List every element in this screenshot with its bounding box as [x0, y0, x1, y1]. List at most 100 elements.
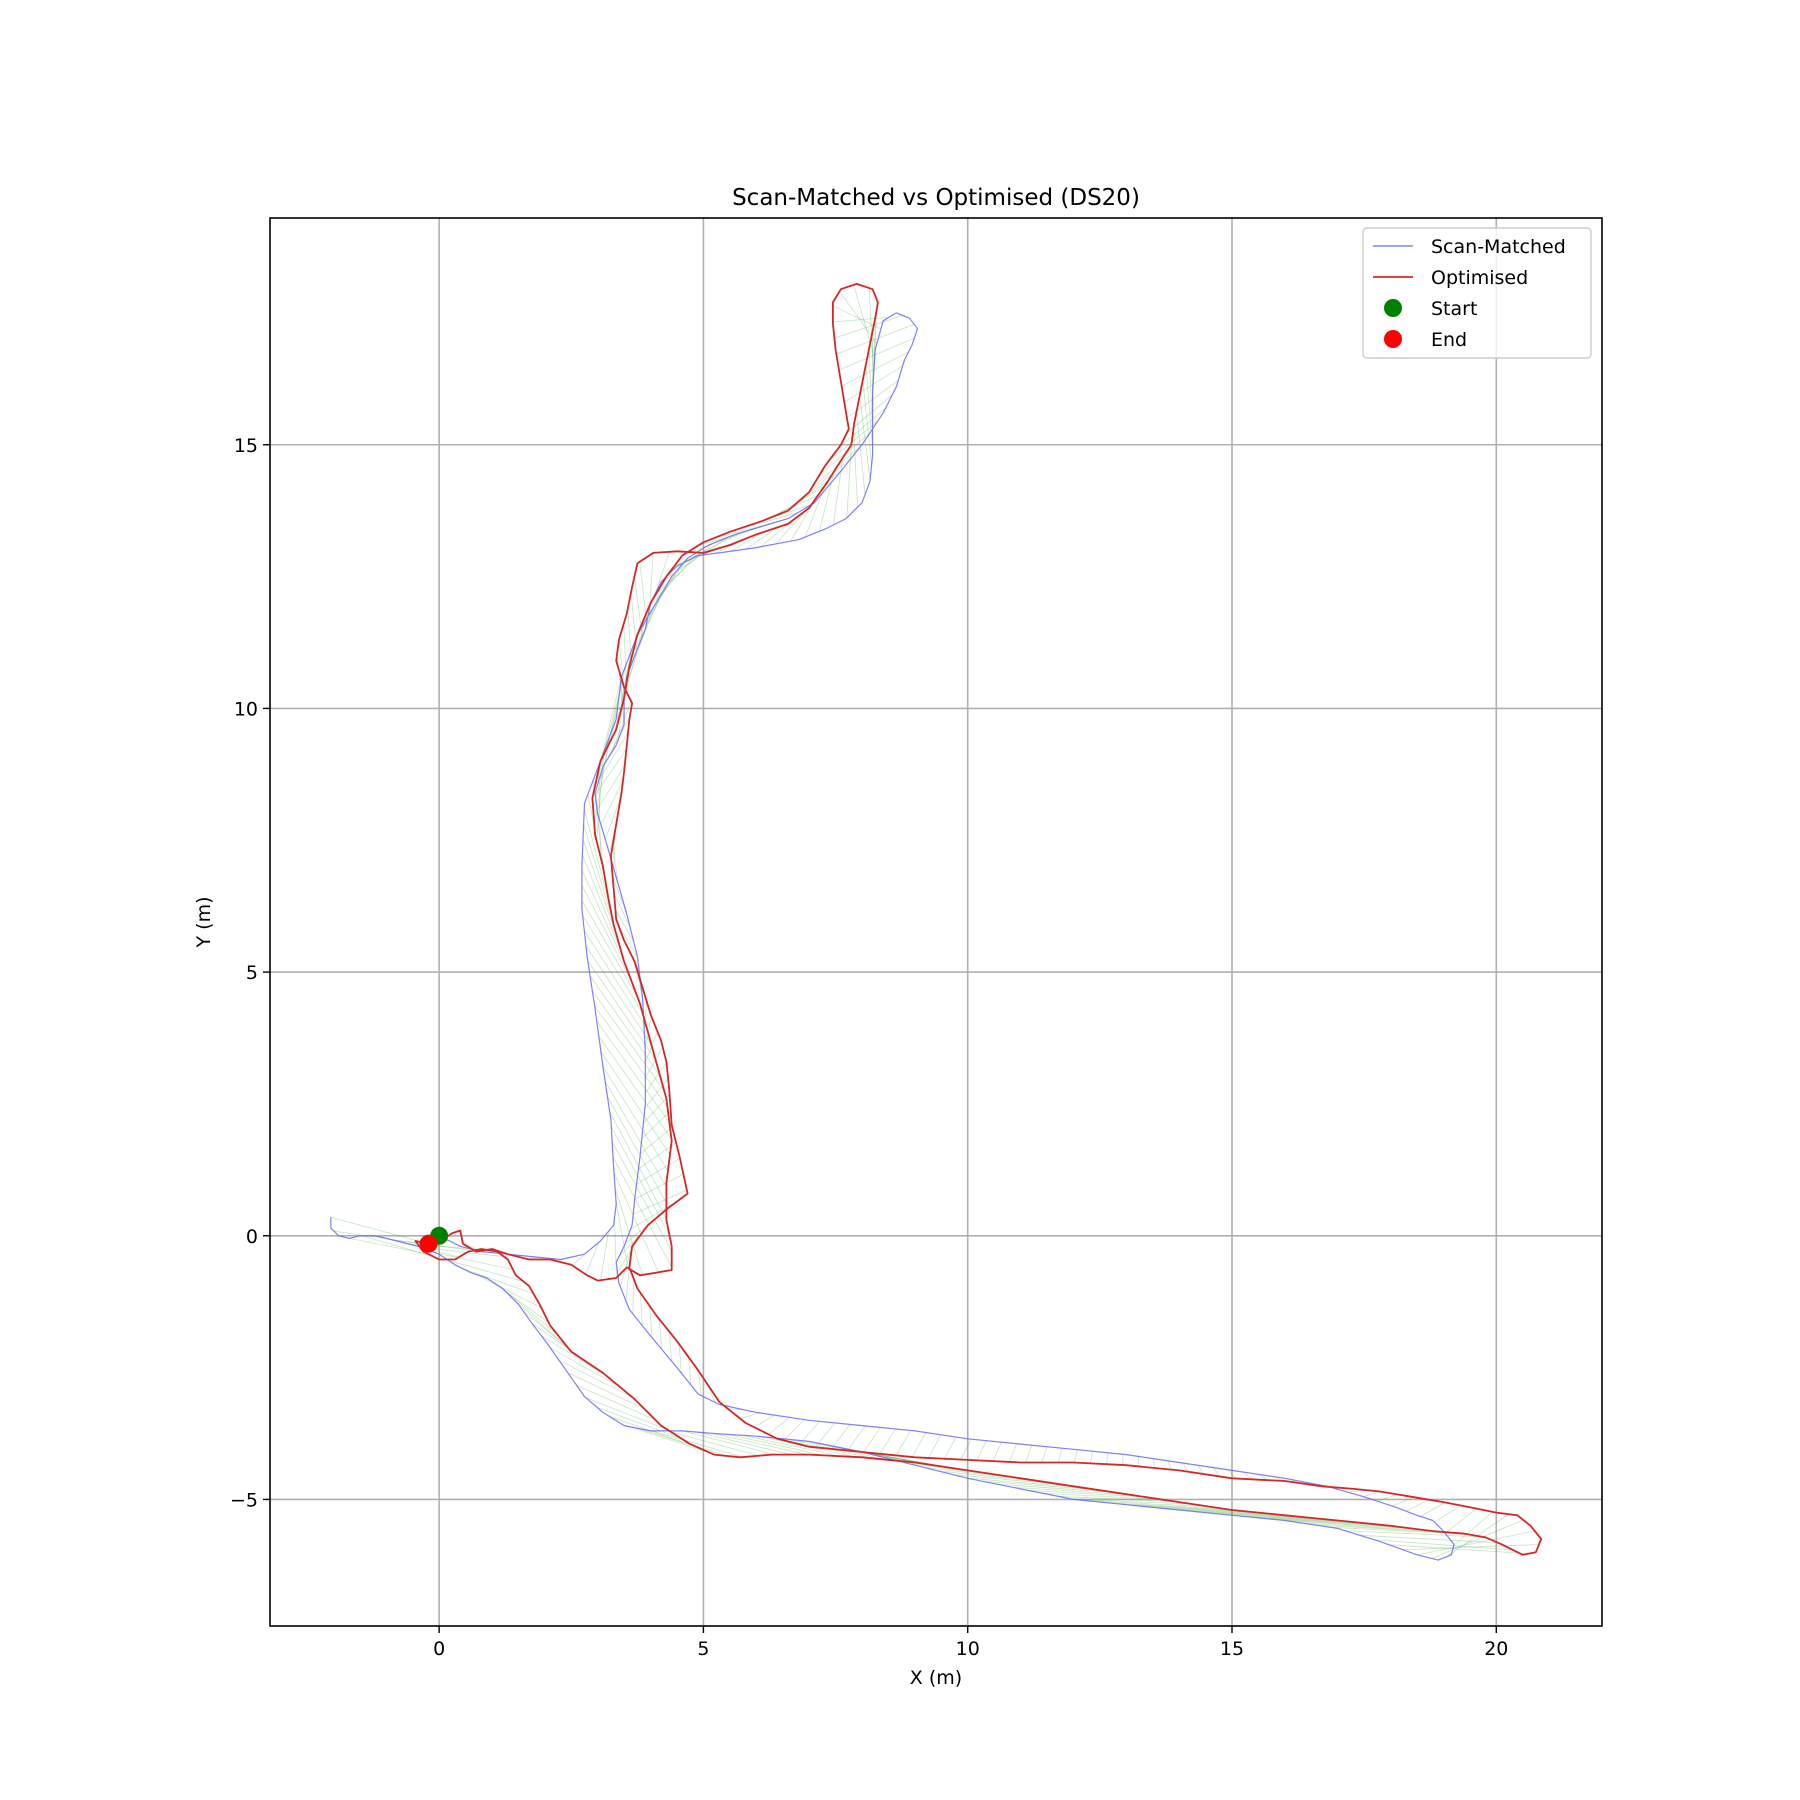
- correspondence-line: [1406, 1499, 1430, 1512]
- correspondence-line: [583, 809, 610, 905]
- correspondence-line: [583, 930, 648, 1029]
- correspondence-line: [1027, 1489, 1146, 1498]
- y-tick-label: 5: [246, 962, 258, 984]
- correspondence-line: [651, 1430, 743, 1458]
- correspondence-line: [613, 1172, 659, 1273]
- correspondence-line: [1012, 1486, 1130, 1496]
- correspondence-line: [604, 797, 622, 840]
- correspondence-line: [944, 1436, 957, 1459]
- correspondence-line: [644, 1046, 664, 1079]
- correspondence-line: [1102, 1501, 1226, 1510]
- correspondence-line: [582, 839, 618, 937]
- correspondence-line: [622, 1424, 711, 1454]
- correspondence-line: [839, 291, 878, 344]
- grid-lines: [270, 218, 1602, 1626]
- correspondence-line: [638, 1142, 677, 1170]
- correspondence-line: [1377, 1493, 1398, 1502]
- correspondence-line: [640, 1126, 673, 1155]
- correspondence-line: [636, 1427, 727, 1457]
- correspondence-line: [334, 1230, 418, 1244]
- correspondence-line: [558, 1359, 633, 1398]
- correspondence-line: [576, 1384, 656, 1421]
- x-tick-label: 0: [433, 1638, 445, 1660]
- correspondence-line: [612, 845, 619, 884]
- correspondence-line: [600, 781, 624, 825]
- correspondence-line: [1344, 1530, 1484, 1538]
- correspondence-line: [927, 1434, 942, 1459]
- chart-title: Scan-Matched vs Optimised (DS20): [732, 185, 1140, 211]
- correspondence-line: [712, 1433, 808, 1456]
- correspondence-line: [727, 1434, 824, 1456]
- correspondence-line: [655, 551, 670, 594]
- correspondence-line: [775, 510, 807, 545]
- correspondence-line: [581, 885, 633, 983]
- correspondence-line: [1239, 1515, 1371, 1525]
- correspondence-line: [1072, 1498, 1194, 1505]
- correspondence-line: [911, 1432, 927, 1458]
- correspondence-line: [596, 1020, 670, 1123]
- correspondence-line: [589, 975, 661, 1076]
- x-tick-label: 5: [697, 1638, 709, 1660]
- correspondence-line: [1299, 1522, 1436, 1532]
- correspondence-line: [550, 1347, 621, 1388]
- correspondence-line: [730, 531, 764, 552]
- correspondence-line: [997, 1483, 1114, 1493]
- correspondence-line: [615, 909, 635, 942]
- correspondence-line: [1362, 1491, 1381, 1497]
- correspondence-line: [639, 1292, 643, 1326]
- x-axis-label: X (m): [910, 1667, 962, 1689]
- correspondence-line: [648, 550, 700, 609]
- correspondence-line: [667, 1430, 760, 1457]
- correspondence-line: [585, 945, 652, 1045]
- correspondence-line: [1057, 1448, 1063, 1463]
- correspondence-line: [697, 1431, 792, 1456]
- series-lines: [330, 283, 1543, 1561]
- correspondence-line: [435, 1252, 514, 1271]
- correspondence-line: [643, 1094, 670, 1124]
- legend-box: [1362, 227, 1592, 359]
- correspondence-line: [618, 671, 625, 725]
- correspondence-line: [838, 407, 886, 448]
- correspondence-line: [856, 411, 866, 495]
- correspondence-line: [768, 1417, 790, 1435]
- correspondence-line: [1008, 1443, 1018, 1463]
- correspondence-line: [1269, 1518, 1404, 1528]
- correspondence-line: [1434, 1505, 1461, 1523]
- correspondence-line: [644, 1078, 669, 1109]
- correspondence-line: [502, 1288, 559, 1336]
- correspondence-line: [461, 1267, 534, 1295]
- correspondence-line: [879, 1428, 896, 1454]
- correspondence-line: [602, 1066, 669, 1172]
- correspondence-line: [1087, 1500, 1210, 1508]
- y-tick-label: 10: [234, 698, 258, 720]
- legend-label: Start: [1431, 298, 1477, 320]
- correspondence-line: [1243, 1471, 1253, 1480]
- correspondence-line: [609, 1111, 667, 1220]
- correspondence-line: [862, 380, 873, 465]
- correspondence-line: [611, 1141, 673, 1252]
- correspondence-line: [330, 1216, 429, 1245]
- correspondence-line: [582, 915, 643, 1014]
- legend-label: Scan-Matched: [1431, 236, 1566, 258]
- correspondence-line: [658, 1318, 663, 1350]
- correspondence-line: [853, 284, 876, 359]
- correspondence-line: [610, 1126, 670, 1236]
- correspondence-line: [682, 1430, 776, 1456]
- correspondence-line: [1152, 1458, 1156, 1469]
- correspondence-line: [828, 420, 878, 461]
- scan-matched-line: [330, 312, 1455, 1561]
- legend-label: Optimised: [1431, 267, 1528, 289]
- correspondence-line: [643, 1000, 647, 1033]
- correspondence-line: [633, 1189, 687, 1215]
- correspondence-line: [1117, 1503, 1242, 1512]
- correspondence-line: [604, 1081, 667, 1188]
- correspondence-line: [639, 561, 648, 623]
- start-end-markers: [419, 1226, 449, 1253]
- correspondence-line: [612, 1156, 673, 1268]
- end-marker: [419, 1234, 438, 1253]
- correspondence-line: [976, 1440, 987, 1461]
- correspondence-line: [773, 481, 833, 517]
- correspondence-line: [678, 1344, 682, 1373]
- correspondence-line: [668, 1331, 672, 1362]
- correspondence-line: [1431, 1519, 1524, 1559]
